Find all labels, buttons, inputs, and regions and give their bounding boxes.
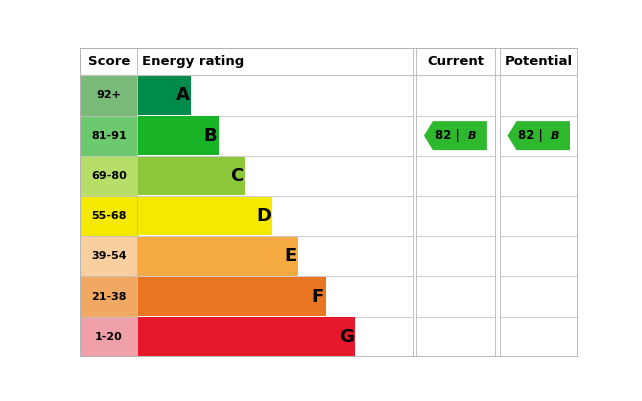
Bar xyxy=(137,156,413,196)
Bar xyxy=(80,48,137,75)
Text: 39-54: 39-54 xyxy=(91,251,126,261)
Text: A: A xyxy=(176,86,190,104)
Text: Energy rating: Energy rating xyxy=(143,55,245,68)
Bar xyxy=(137,76,191,115)
Bar xyxy=(499,196,578,236)
Bar xyxy=(80,156,137,196)
Bar xyxy=(137,75,413,115)
Bar xyxy=(137,156,245,195)
Text: 82 |: 82 | xyxy=(435,129,459,142)
Bar xyxy=(416,196,495,236)
Text: G: G xyxy=(340,328,354,346)
Bar xyxy=(137,237,299,275)
Text: E: E xyxy=(284,247,297,265)
Bar xyxy=(80,236,137,276)
Bar xyxy=(416,276,495,317)
Text: C: C xyxy=(230,167,243,185)
Text: 92+: 92+ xyxy=(96,90,121,100)
Text: Potential: Potential xyxy=(505,55,573,68)
Bar xyxy=(499,75,578,115)
Bar xyxy=(137,48,413,75)
Bar xyxy=(499,115,578,156)
Text: 21-38: 21-38 xyxy=(91,292,126,302)
Bar xyxy=(499,317,578,357)
Text: 82 |: 82 | xyxy=(518,129,542,142)
Bar xyxy=(137,277,326,316)
Bar xyxy=(137,276,413,317)
Bar xyxy=(80,115,137,156)
Text: B: B xyxy=(467,131,476,141)
Bar xyxy=(80,317,137,357)
Bar xyxy=(80,75,137,115)
Bar xyxy=(416,156,495,196)
Bar xyxy=(416,115,495,156)
Polygon shape xyxy=(424,121,487,150)
Text: 55-68: 55-68 xyxy=(91,211,126,221)
Bar xyxy=(416,236,495,276)
Bar xyxy=(80,276,137,317)
Text: B: B xyxy=(204,127,218,145)
Bar xyxy=(137,318,355,356)
Text: B: B xyxy=(551,131,559,141)
Bar xyxy=(416,48,495,75)
Bar xyxy=(499,156,578,196)
Text: 81-91: 81-91 xyxy=(91,131,126,141)
Bar xyxy=(416,317,495,357)
Bar xyxy=(80,196,137,236)
Bar xyxy=(416,75,495,115)
Text: Current: Current xyxy=(427,55,484,68)
Text: F: F xyxy=(312,288,324,306)
Bar xyxy=(137,197,272,235)
Text: Score: Score xyxy=(88,55,130,68)
Bar xyxy=(499,276,578,317)
Bar xyxy=(137,317,413,357)
Bar xyxy=(137,115,413,156)
Bar xyxy=(499,48,578,75)
Bar xyxy=(137,196,413,236)
Bar xyxy=(499,236,578,276)
Text: 1-20: 1-20 xyxy=(95,332,123,342)
Bar xyxy=(137,116,219,155)
Bar xyxy=(137,236,413,276)
Text: 69-80: 69-80 xyxy=(91,171,126,181)
Text: D: D xyxy=(257,207,272,225)
Polygon shape xyxy=(507,121,570,150)
